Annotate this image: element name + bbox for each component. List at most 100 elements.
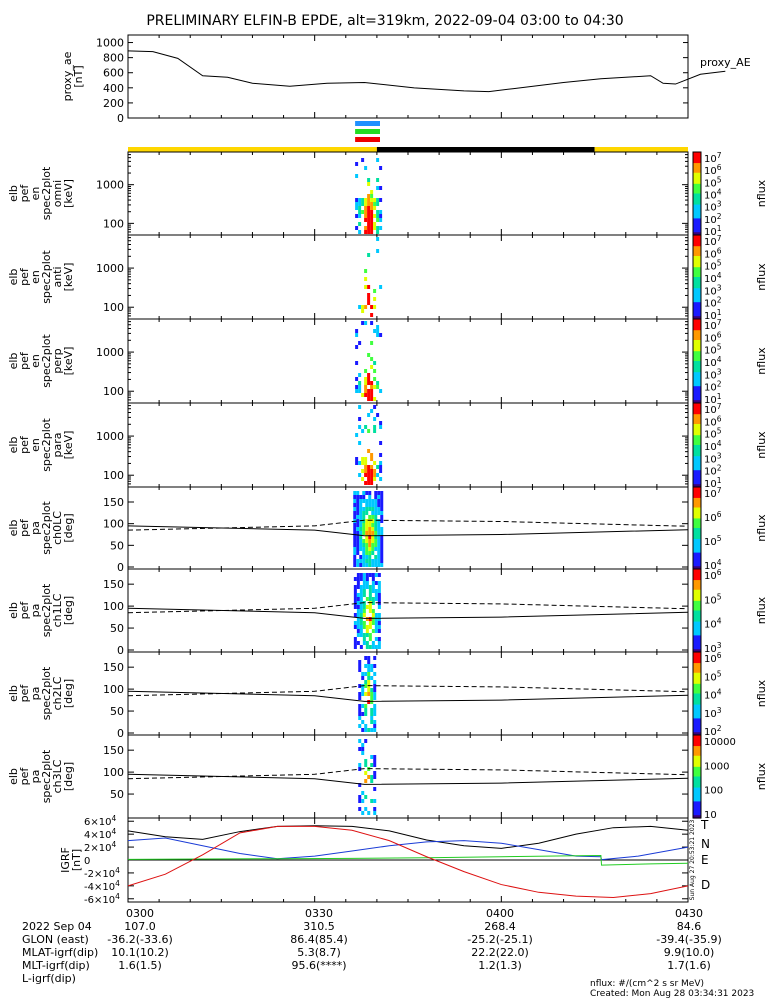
colorbar-cell [693, 222, 701, 225]
colorbar-cell [693, 176, 701, 179]
units-note: nflux: #/(cm^2 s sr MeV) [590, 979, 704, 989]
colorbar-label: nflux [755, 762, 768, 790]
colorbar-cell [693, 205, 701, 208]
footer-value: 22.2(22.0) [471, 946, 529, 959]
colorbar-cell [693, 300, 701, 303]
colorbar-cell [693, 345, 701, 348]
colorbar-tick-label: 100 [704, 786, 723, 797]
series-label-d: D [701, 878, 710, 892]
footer-value: 1.7(1.6) [667, 959, 711, 972]
colorbar-cell [693, 795, 701, 798]
colorbar-cell [693, 635, 701, 638]
colorbar-cell [693, 613, 701, 616]
footer-value: -25.2(-25.1) [467, 933, 533, 946]
loss-cone-line [127, 525, 689, 537]
spectrogram-cells [355, 405, 383, 485]
anti-loss-cone-line [127, 685, 689, 697]
colorbar-cell [693, 247, 701, 250]
colorbar-tick-label: 105 [704, 259, 722, 273]
colorbar-tick-label: 104 [704, 271, 722, 285]
colorbar-cell [693, 589, 701, 592]
colorbar-tick-label: 104 [704, 355, 722, 369]
y-tick-label: 0 [117, 644, 124, 657]
colorbar-cell [693, 214, 701, 217]
colorbar-tick-label: 102 [704, 724, 722, 738]
colorbar-cell [693, 769, 701, 772]
colorbar-cell [693, 617, 701, 620]
colorbar-tick-label: 105 [704, 534, 722, 548]
colorbar-cell [693, 736, 701, 739]
colorbar-cell [693, 592, 701, 595]
colorbar-cell [693, 450, 701, 453]
colorbar-cell [693, 775, 701, 778]
footer-label: L-igrf(dip) [22, 972, 76, 985]
y-axis-label: [keV] [62, 347, 75, 376]
colorbar-cell [693, 562, 701, 565]
colorbar-cell [693, 405, 701, 408]
colorbar-cell [693, 445, 701, 447]
colorbar-cell [693, 765, 701, 768]
y-axis-label: spec2plot [40, 166, 53, 220]
y-axis-label: pef [18, 684, 31, 703]
colorbar-cell [693, 237, 701, 240]
energy-panel-frame [127, 151, 689, 236]
colorbar-cell [693, 529, 701, 532]
colorbar-label: nflux [755, 263, 768, 291]
colorbar-cell [693, 228, 701, 231]
colorbar-cell [693, 603, 701, 606]
colorbar-cell [693, 355, 701, 358]
colorbar-cell [693, 403, 701, 405]
colorbar-cell [693, 744, 701, 747]
colorbar-cell [693, 671, 701, 674]
colorbar-cell [693, 573, 701, 576]
colorbar-cell [693, 368, 701, 370]
colorbar-cell [693, 218, 701, 221]
colorbar-cell [693, 349, 701, 352]
y-axis-label: spec2plot [40, 583, 53, 637]
colorbar-cell [693, 776, 701, 779]
colorbar-cell [693, 588, 701, 591]
colorbar-cell [693, 606, 701, 609]
colorbar-cell [693, 172, 701, 175]
colorbar-label: nflux [755, 514, 768, 542]
colorbar-cell [693, 470, 701, 473]
colorbar-cell [693, 772, 701, 775]
colorbar-tick-label: 107 [704, 486, 722, 500]
colorbar-cell [693, 646, 701, 649]
colorbar-cell [693, 751, 701, 754]
colorbar-cell [693, 471, 701, 474]
colorbar-cell [693, 190, 701, 193]
colorbar-cell [693, 391, 701, 394]
colorbar-tick-label: 102 [704, 464, 722, 478]
colorbar-cell [693, 313, 701, 316]
colorbar-cell [693, 676, 701, 679]
colorbar-cell [693, 773, 701, 776]
colorbar-cell [693, 581, 701, 584]
colorbar-cell [693, 153, 701, 156]
colorbar-cell [693, 320, 701, 323]
y-tick-label: 6×104 [84, 814, 116, 828]
colorbar-cell [693, 363, 701, 366]
y-tick-label: 0 [117, 727, 124, 740]
energy-panel-frame [127, 234, 689, 320]
colorbar-cell [693, 740, 701, 743]
colorbar-cell [693, 517, 701, 520]
colorbar-cell [693, 232, 701, 235]
colorbar-cell [693, 764, 701, 767]
colorbar-cell [693, 286, 701, 289]
y-tick-label: 100 [103, 766, 124, 779]
colorbar-cell [693, 730, 701, 733]
colorbar-cell [693, 643, 701, 646]
colorbar-cell [693, 446, 701, 449]
colorbar-cell [693, 433, 701, 436]
spectrogram-cells [358, 656, 377, 732]
colorbar-cell [693, 167, 701, 170]
colorbar-cell [693, 331, 701, 334]
colorbar-cell [693, 642, 701, 645]
colorbar-cell [693, 223, 701, 226]
colorbar-cell [693, 370, 701, 373]
colorbar-tick-label: 106 [704, 330, 722, 344]
colorbar-cell [693, 815, 701, 818]
y-axis-label: [deg] [62, 596, 75, 625]
colorbar-cell [693, 168, 701, 171]
